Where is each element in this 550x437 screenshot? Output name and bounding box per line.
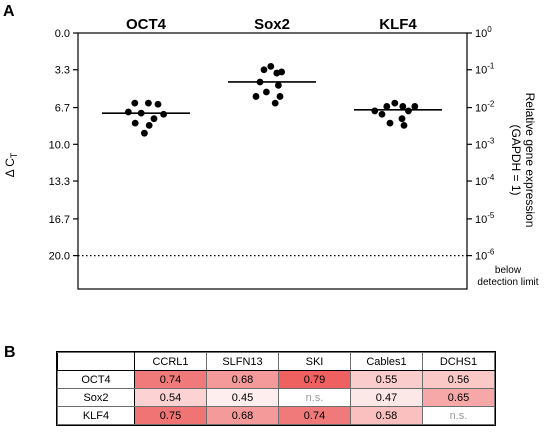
group-title-oct4: OCT4 — [126, 16, 167, 33]
table-cell: 0.74 — [278, 406, 351, 425]
table-row: OCT4 0.74 0.68 0.79 0.55 0.56 — [57, 370, 495, 389]
data-point-sox2 — [278, 68, 285, 76]
left-axis-label-main: Δ C — [3, 158, 17, 178]
table-cell: 0.74 — [134, 370, 207, 389]
table-cell: 0.75 — [134, 406, 207, 425]
data-point-oct4 — [150, 115, 158, 123]
data-point-klf4 — [383, 103, 391, 110]
table-cell: 0.45 — [206, 388, 279, 407]
data-points — [124, 62, 419, 137]
table-cell: 0.58 — [350, 406, 423, 425]
plot-frame — [77, 32, 468, 290]
data-point-sox2 — [252, 93, 260, 100]
data-point-sox2 — [275, 81, 282, 89]
data-point-klf4 — [391, 99, 399, 107]
left-tick-label: 20.0 — [49, 251, 70, 263]
table-cell: n.s. — [278, 388, 351, 407]
row-header: OCT4 — [57, 370, 135, 389]
data-point-oct4 — [131, 119, 139, 127]
table-cell: 0.65 — [422, 388, 495, 407]
median-lines — [102, 81, 442, 114]
table-cell: 0.56 — [422, 370, 495, 389]
data-point-klf4 — [399, 103, 407, 110]
panel-a-letter: A — [3, 3, 15, 20]
data-point-klf4 — [378, 110, 386, 118]
row-header: KLF4 — [57, 406, 135, 425]
table-row: KLF4 0.75 0.68 0.74 0.58 n.s. — [57, 406, 495, 425]
left-tick-label: 6.7 — [55, 103, 70, 115]
right-tick-label: 10-2 — [475, 100, 495, 115]
column-header: DCHS1 — [422, 352, 495, 371]
group-title-klf4: KLF4 — [379, 16, 417, 33]
data-point-sox2 — [263, 88, 270, 96]
left-tick-label: 16.7 — [49, 214, 70, 226]
left-axis-label-sub: T — [9, 152, 19, 158]
left-axis-label: Δ CT — [3, 152, 19, 177]
group-title-sox2: Sox2 — [254, 16, 290, 33]
data-point-sox2 — [267, 62, 275, 70]
left-tick-label: 0.0 — [55, 28, 70, 40]
table-cell: n.s. — [422, 406, 495, 425]
scatter-chart: A OCT4 Sox2 KLF4 0.0 3.3 6.7 10.0 13.3 16.7 20.0… — [3, 3, 539, 290]
table-body: OCT4 0.74 0.68 0.79 0.55 0.56 Sox2 0.54 0.45 n.s.… — [57, 370, 495, 425]
left-tick-label: 3.3 — [55, 65, 70, 77]
right-tick-label: 10-4 — [475, 173, 495, 188]
left-axis: 0.0 3.3 6.7 10.0 13.3 16.7 20.0 — [49, 28, 78, 263]
column-header: Cables1 — [350, 352, 423, 371]
correlation-table: CCRL1 SLFN13 SKI Cables1 DCHS1 OCT4 0.74 0… — [56, 351, 496, 426]
data-point-oct4 — [154, 100, 162, 108]
detection-note-line2: detection limit — [477, 277, 538, 288]
right-axis-label-line1: Relative gene expression — [523, 93, 537, 228]
left-tick-label: 13.3 — [49, 176, 70, 188]
data-point-sox2 — [260, 66, 268, 74]
column-header: CCRL1 — [134, 352, 207, 371]
table-cell: 0.47 — [350, 388, 423, 407]
table-cell: 0.54 — [134, 388, 207, 407]
left-tick-label: 10.0 — [49, 139, 70, 151]
column-header: SKI — [278, 352, 351, 371]
data-point-oct4 — [124, 108, 132, 116]
data-point-oct4 — [145, 99, 152, 107]
detection-note-line1: below — [495, 265, 522, 276]
table-header-row: CCRL1 SLFN13 SKI Cables1 DCHS1 — [57, 352, 495, 371]
table-cell: 0.68 — [206, 406, 279, 425]
data-point-oct4 — [141, 129, 148, 137]
data-point-klf4 — [405, 107, 412, 115]
data-point-klf4 — [400, 121, 408, 129]
data-point-sox2 — [271, 99, 279, 107]
right-tick-label: 10-3 — [475, 136, 495, 151]
data-point-klf4 — [398, 115, 406, 123]
row-header: Sox2 — [57, 388, 135, 407]
data-point-klf4 — [386, 119, 394, 127]
group-titles: OCT4 Sox2 KLF4 — [126, 16, 417, 33]
right-tick-label: 10-5 — [475, 211, 495, 226]
column-header: SLFN13 — [206, 352, 279, 371]
right-axis: 100 10-1 10-2 10-3 10-4 10-5 10-6 — [467, 25, 495, 263]
data-point-sox2 — [276, 93, 284, 100]
data-point-oct4 — [160, 110, 168, 118]
right-tick-label: 10-1 — [475, 62, 495, 77]
panel-b-letter: B — [4, 344, 16, 361]
table-corner-cell — [57, 352, 135, 371]
right-tick-label: 100 — [475, 25, 492, 40]
data-point-oct4 — [131, 99, 139, 107]
table-cell: 0.55 — [350, 370, 423, 389]
data-point-oct4 — [145, 121, 153, 129]
data-point-klf4 — [411, 103, 419, 110]
table-cell: 0.79 — [278, 370, 351, 389]
right-tick-label: 10-6 — [475, 248, 495, 263]
table-cell: 0.68 — [206, 370, 279, 389]
table-row: Sox2 0.54 0.45 n.s. 0.47 0.65 — [57, 388, 495, 407]
right-axis-label-line2: (GAPDH = 1) — [509, 124, 523, 195]
data-point-klf4 — [371, 107, 379, 115]
